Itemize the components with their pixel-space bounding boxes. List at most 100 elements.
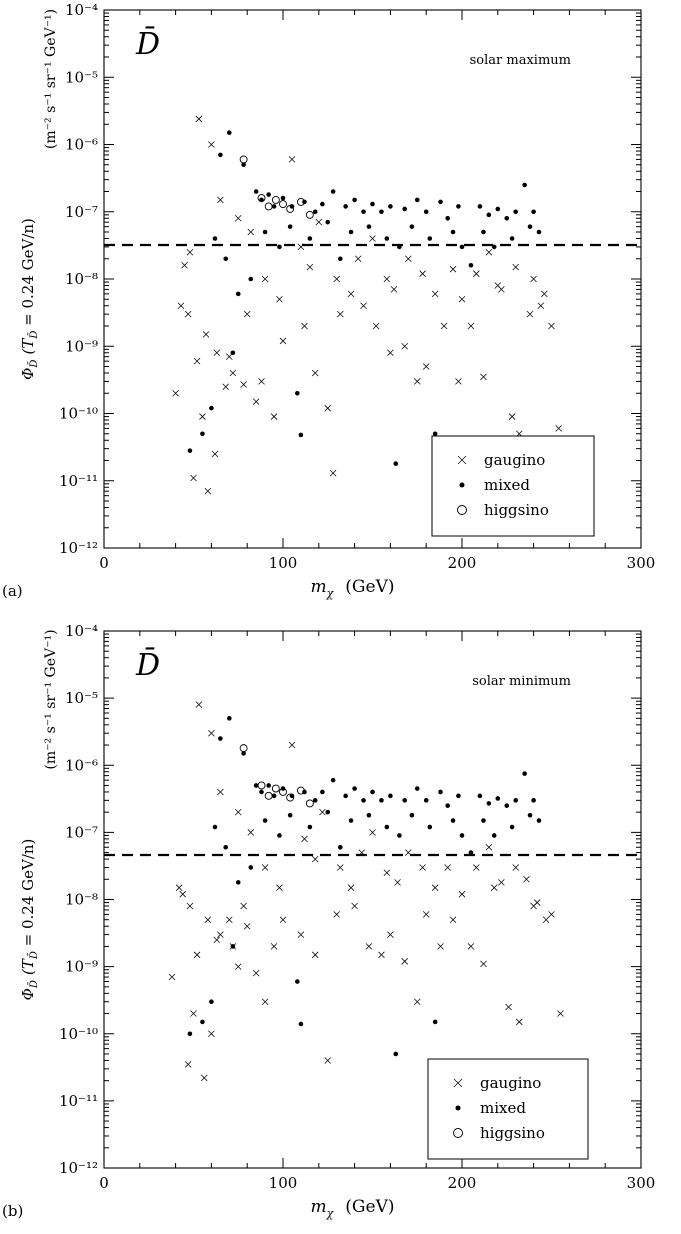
mixed-point (409, 812, 415, 818)
gaugino-point (247, 228, 255, 236)
higgsino-point (305, 210, 314, 219)
gaugino-point-stroke (387, 931, 394, 938)
mixed-point (445, 803, 450, 808)
mixed-point (384, 236, 390, 241)
y-axis-energy: = 0.24 GeV/n) (19, 839, 37, 952)
gaugino-point (354, 255, 362, 263)
mixed-point (513, 209, 518, 215)
mixed-point (481, 818, 486, 823)
gaugino-point (279, 916, 287, 923)
mixed-point (253, 783, 259, 788)
gaugino-point (168, 973, 176, 981)
mixed-point (468, 850, 474, 855)
y-tick-label: 10⁻⁵ (65, 689, 98, 707)
mixed-point (459, 833, 465, 838)
y-axis-energy: = 0.24 GeV/n) (19, 218, 37, 331)
y-axis-phi-sub: D̄ (28, 980, 40, 989)
gaugino-point-stroke (358, 849, 366, 856)
gaugino-point (369, 829, 376, 836)
y-tick-label: 10⁻⁶ (65, 136, 98, 154)
plot-title: D̄ (135, 647, 160, 683)
mixed-point (212, 236, 218, 241)
gaugino-point (383, 275, 391, 283)
mixed-point (459, 244, 465, 250)
mixed-point (486, 212, 492, 218)
gaugino-point (387, 349, 394, 357)
y-tick-label: 10⁻⁸ (65, 891, 98, 909)
y-axis-units: (m⁻² s⁻¹ sr⁻¹ GeV⁻¹) (43, 9, 59, 149)
mixed-point (361, 798, 366, 803)
y-axis-units: (m⁻² s⁻¹ sr⁻¹ GeV⁻¹) (43, 629, 59, 769)
gaugino-point-stroke (297, 931, 305, 938)
gaugino-point-stroke (413, 378, 421, 385)
mixed-point (280, 195, 286, 201)
gaugino-point (358, 849, 366, 856)
gaugino-point (288, 156, 296, 163)
mixed-point (438, 789, 443, 795)
gaugino-point-stroke (208, 729, 215, 737)
mixed-point (289, 793, 295, 799)
mixed-point (456, 204, 461, 209)
gaugino-point (190, 474, 197, 482)
gaugino-point (190, 1010, 197, 1017)
x-axis-label: mχ (GeV) (311, 577, 395, 600)
gaugino-point (351, 902, 358, 910)
gaugino-point-stroke (261, 864, 269, 871)
gaugino-point (505, 1003, 512, 1011)
gaugino-point (422, 363, 430, 370)
gaugino-point (490, 884, 498, 891)
gaugino-point-stroke (202, 331, 210, 338)
mixed-point (307, 824, 313, 830)
gaugino-point (449, 916, 457, 923)
gaugino-point-stroke (401, 958, 408, 965)
gaugino-point-stroke (301, 835, 308, 843)
gaugino-point-stroke (480, 960, 487, 968)
mixed-point (330, 777, 336, 783)
gaugino-point (261, 275, 269, 283)
mixed-point (427, 236, 433, 241)
gaugino-point-stroke (208, 141, 215, 148)
gaugino-point-stroke (184, 310, 192, 318)
gaugino-point (202, 331, 210, 338)
mixed-point (330, 189, 336, 194)
mixed-point (477, 793, 483, 799)
gaugino-point-stroke (288, 156, 296, 163)
gaugino-point (297, 243, 305, 251)
mixed-point (218, 736, 223, 741)
mixed-point (414, 197, 420, 203)
higgsino-point (286, 793, 295, 802)
higgsino-point (286, 205, 295, 213)
gaugino-point-stroke (337, 310, 344, 318)
mixed-point (397, 244, 402, 250)
mixed-point (348, 229, 354, 235)
mixed-point (312, 209, 318, 215)
gaugino-point (204, 487, 212, 495)
gaugino-point (372, 322, 380, 330)
gaugino-point-stroke (217, 196, 224, 204)
higgsino-point (239, 155, 248, 164)
gaugino-point-stroke (311, 951, 319, 959)
gaugino-point-stroke (181, 262, 188, 269)
higgsino-point (271, 195, 280, 204)
gaugino-point (467, 943, 475, 950)
mixed-point (370, 789, 375, 795)
gaugino-point-stroke (186, 902, 194, 910)
gaugino-point (306, 263, 314, 271)
gaugino-point-stroke (494, 282, 502, 289)
mixed-point (277, 833, 282, 838)
gaugino-point-stroke (270, 943, 278, 950)
mixed-point (402, 206, 408, 212)
legend-dot-marker (455, 1105, 461, 1111)
x-axis-unit: (GeV) (345, 577, 394, 597)
gaugino-point-stroke (193, 357, 201, 365)
gaugino-point-stroke (175, 884, 183, 891)
gaugino-point (369, 235, 376, 242)
gaugino-point-stroke (208, 1030, 215, 1038)
gaugino-point (329, 469, 337, 477)
x-tick-label: 200 (448, 1174, 477, 1192)
gaugino-point (193, 951, 201, 959)
mixed-point (361, 209, 366, 215)
mixed-point (248, 865, 254, 870)
gaugino-point-stroke (378, 951, 385, 959)
gaugino-point (480, 960, 487, 968)
